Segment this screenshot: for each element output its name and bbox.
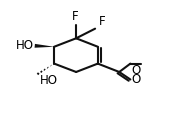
Text: O: O xyxy=(132,73,141,86)
Text: HO: HO xyxy=(40,74,58,87)
Text: O: O xyxy=(131,64,141,77)
Text: F: F xyxy=(71,10,78,23)
Text: F: F xyxy=(99,15,105,28)
Polygon shape xyxy=(35,44,54,48)
Text: HO: HO xyxy=(16,39,34,52)
